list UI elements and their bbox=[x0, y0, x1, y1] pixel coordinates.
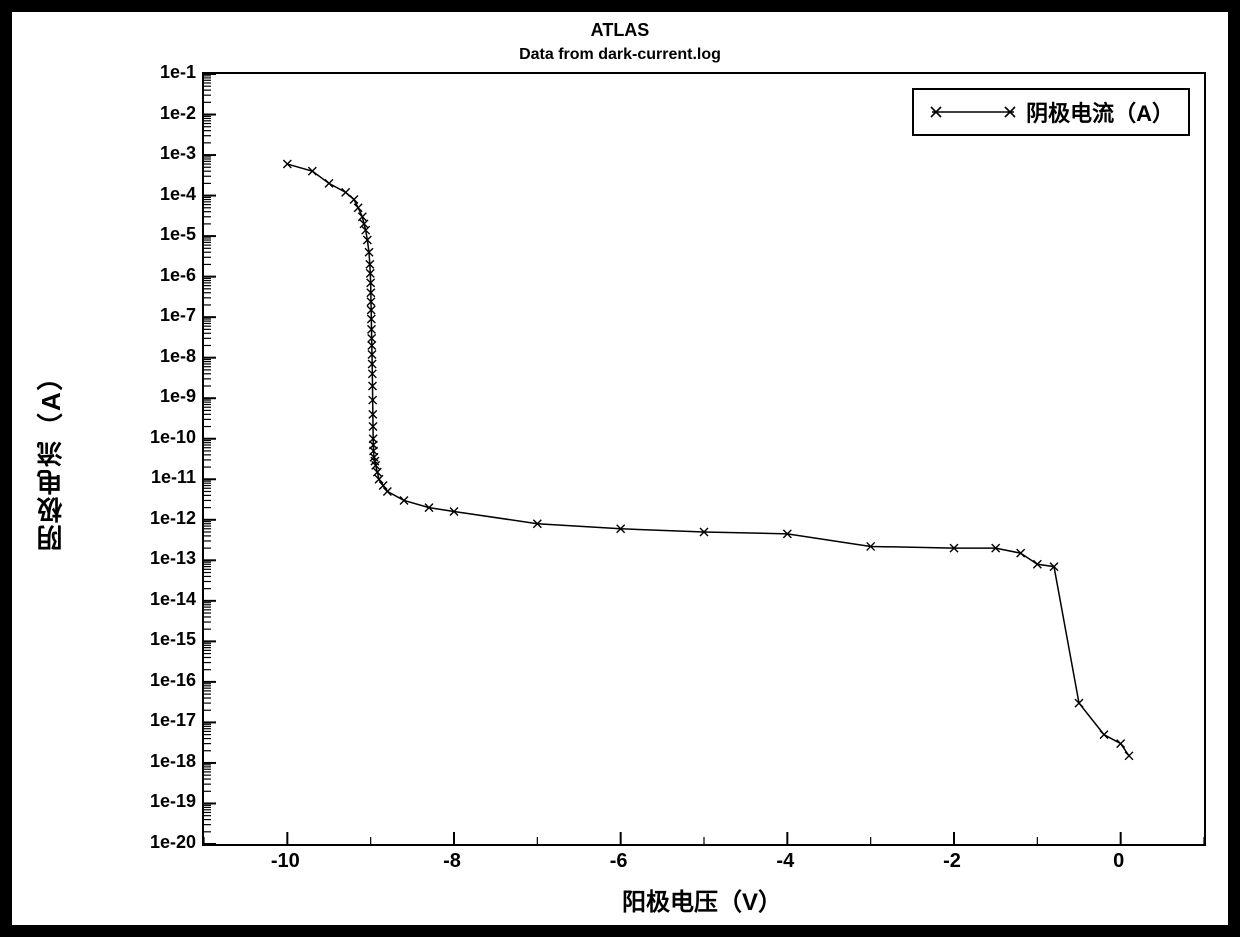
y-tick-label: 1e-2 bbox=[160, 103, 196, 124]
x-tick-label: -2 bbox=[932, 850, 972, 873]
y-tick-label: 1e-4 bbox=[160, 184, 196, 205]
y-tick-label: 1e-15 bbox=[150, 629, 196, 650]
plot-area: 阴极电流（A） bbox=[202, 72, 1206, 846]
y-tick-label: 1e-18 bbox=[150, 751, 196, 772]
x-tick-label: 0 bbox=[1099, 850, 1139, 873]
y-tick-label: 1e-9 bbox=[160, 386, 196, 407]
y-tick-label: 1e-14 bbox=[150, 589, 196, 610]
y-tick-label: 1e-17 bbox=[150, 710, 196, 731]
x-tick-label: -4 bbox=[765, 850, 805, 873]
y-tick-label: 1e-1 bbox=[160, 62, 196, 83]
legend-label: 阴极电流（A） bbox=[1026, 96, 1174, 128]
y-tick-label: 1e-11 bbox=[151, 467, 196, 488]
y-tick-label: 1e-10 bbox=[150, 427, 196, 448]
x-tick-label: -6 bbox=[599, 850, 639, 873]
x-tick-label: -8 bbox=[432, 850, 472, 873]
y-axis-label: 阴极电流（A） bbox=[32, 327, 69, 587]
y-tick-label: 1e-20 bbox=[150, 832, 196, 853]
x-tick-label: -10 bbox=[265, 850, 305, 873]
y-tick-label: 1e-6 bbox=[160, 265, 196, 286]
plot-svg bbox=[204, 74, 1204, 844]
x-axis-label: 阳极电压（V） bbox=[202, 882, 1202, 917]
y-tick-label: 1e-8 bbox=[160, 346, 196, 367]
y-tick-label: 1e-5 bbox=[160, 224, 196, 245]
y-tick-label: 1e-12 bbox=[150, 508, 196, 529]
chart-title: ATLAS bbox=[12, 20, 1228, 41]
legend: 阴极电流（A） bbox=[912, 88, 1190, 136]
y-tick-label: 1e-7 bbox=[160, 305, 196, 326]
outer-frame: ATLAS Data from dark-current.log 阴极电流（A）… bbox=[0, 0, 1240, 937]
y-tick-label: 1e-19 bbox=[150, 791, 196, 812]
y-tick-label: 1e-13 bbox=[150, 548, 196, 569]
y-tick-label: 1e-3 bbox=[160, 143, 196, 164]
legend-marker-icon bbox=[928, 102, 1018, 122]
y-tick-label: 1e-16 bbox=[150, 670, 196, 691]
